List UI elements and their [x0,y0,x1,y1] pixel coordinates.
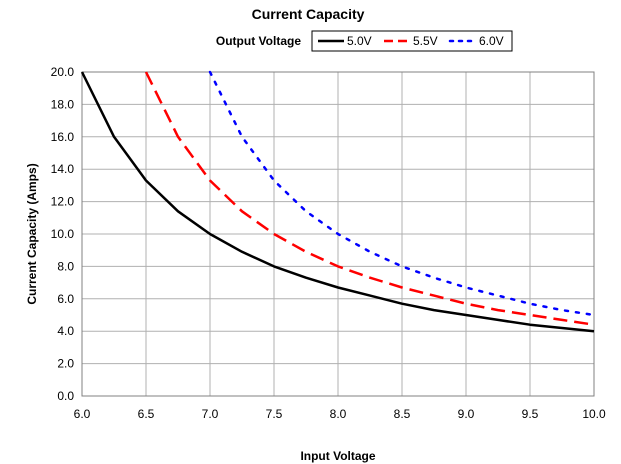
legend-box [311,30,513,52]
series-line-5-5v [144,71,595,326]
y-axis-label: Current Capacity (Amps) [25,163,39,304]
x-tick-label: 6.0 [74,407,91,421]
legend-item: 5.0V [318,34,372,48]
y-tick-label: 4.0 [57,324,74,338]
y-tick-label: 18.0 [51,97,75,111]
x-tick-label: 6.5 [138,407,155,421]
legend-label: 5.5V [413,34,438,48]
y-tick-label: 6.0 [57,292,74,306]
series-line-5-0v [80,71,595,333]
plot-area [81,71,595,397]
x-axis-label: Input Voltage [300,449,375,463]
legend-item: 5.5V [384,34,438,48]
y-tick-label: 2.0 [57,357,74,371]
x-tick-label: 9.5 [522,407,539,421]
legend-label: 6.0V [479,34,504,48]
x-tick-label: 8.5 [394,407,411,421]
legend-label: 5.0V [347,34,372,48]
y-tick-label: 20.0 [51,65,75,79]
legend-title: Output Voltage [216,34,301,48]
x-tick-label: 10.0 [582,407,606,421]
x-tick-label: 9.0 [458,407,475,421]
y-tick-label: 0.0 [57,389,74,403]
x-tick-label: 7.5 [266,407,283,421]
y-tick-label: 8.0 [57,259,74,273]
x-tick-label: 8.0 [330,407,347,421]
y-tick-label: 14.0 [51,162,75,176]
y-tick-label: 12.0 [51,195,75,209]
legend: Output Voltage 5.0V 5.5V 6.0V [216,30,513,52]
legend-item: 6.0V [448,34,504,48]
chart-title: Current Capacity [252,6,365,22]
y-tick-label: 10.0 [51,227,75,241]
x-tick-label: 7.0 [202,407,219,421]
y-tick-label: 16.0 [51,130,75,144]
